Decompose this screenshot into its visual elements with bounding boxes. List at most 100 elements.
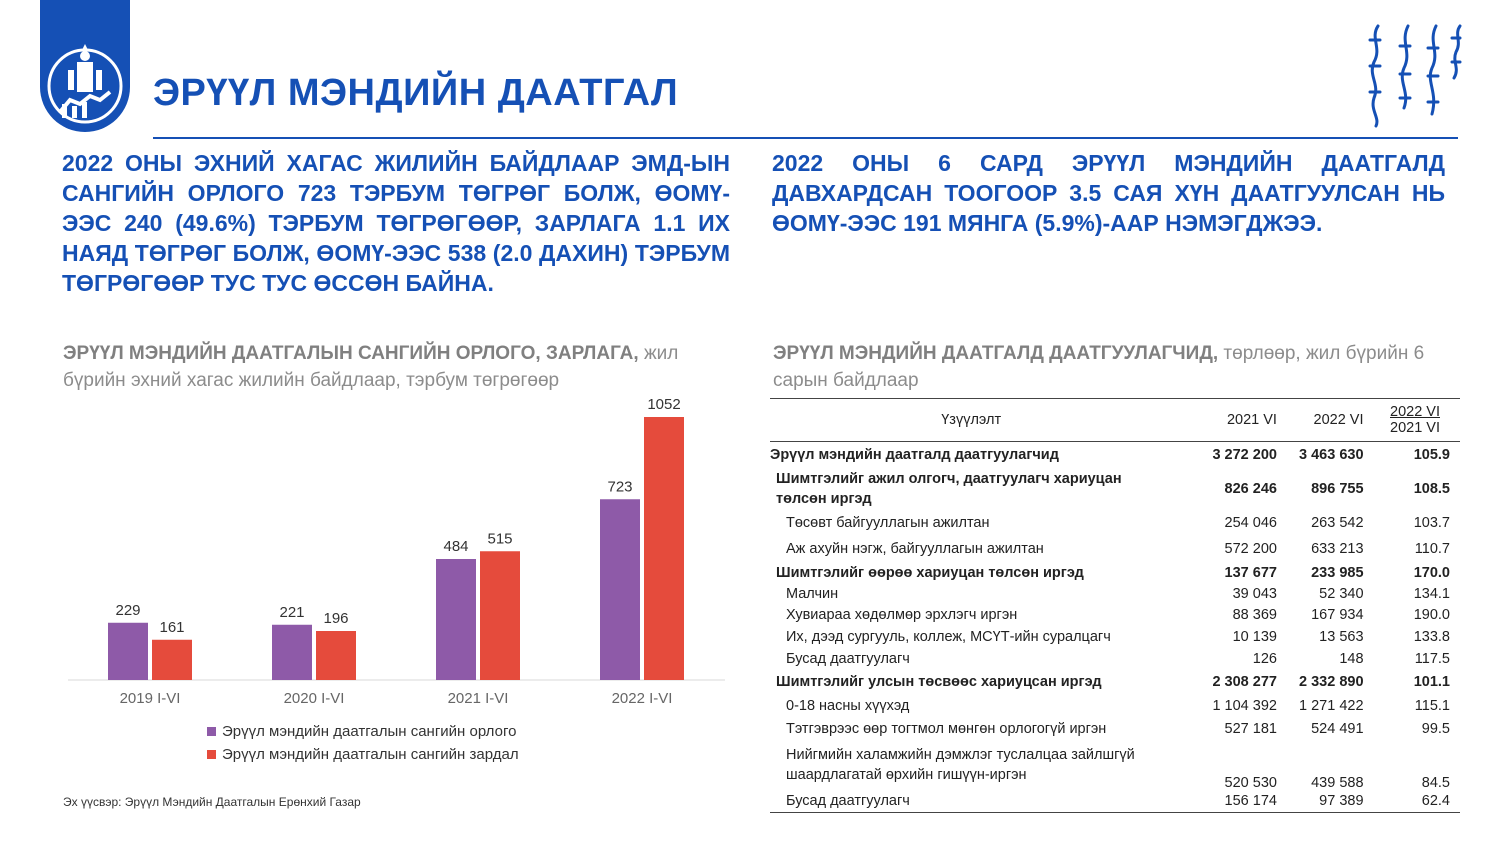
row-label: Эрүүл мэндийн даатгалд даатгуулагчид [770, 446, 1059, 463]
x-tick-label: 2021 I-VI [448, 690, 509, 707]
data-label: 515 [487, 530, 512, 547]
table-row: Эрүүл мэндийн даатгалд даатгуулагчид 3 27… [770, 442, 1460, 468]
data-label: 484 [443, 538, 468, 555]
table-row: Хувиараа хөдөлмөр эрхлэгч иргэн 88 369 167… [770, 605, 1460, 626]
x-tick-label: 2019 I-VI [120, 690, 181, 707]
table-row: Шимтгэлийг өөрөө хариуцан төлсөн иргэд 13… [770, 562, 1460, 584]
bar [272, 624, 312, 680]
headline-fund-summary: 2022 оны эхний хагас жилийн байдлаар ЭМД… [62, 150, 730, 296]
chart-title: ЭРҮҮЛ МЭНДИЙН ДААТГАЛЫН САНГИЙН ОРЛОГО, … [63, 340, 743, 394]
table-row: Нийгмийн халамжийн дэмжлэг туслалцаа зай… [770, 739, 1460, 791]
value-2022: 896 755 [1311, 480, 1364, 497]
value-ratio: 99.5 [1421, 720, 1450, 737]
data-label: 229 [115, 602, 140, 619]
row-label: Бусад даатгуулагч [786, 793, 910, 810]
row-label: Аж ахуйн нэгж, байгууллагын ажилтан [786, 540, 1044, 557]
value-ratio: 115.1 [1414, 698, 1450, 714]
column-header-ratio: 2022 VI 2021 VI [1380, 399, 1460, 442]
source-note: Эх үүсвэр: Эрүүл Мэндийн Даатгалын Ерөнх… [63, 795, 361, 809]
table-title-rest: төрлөөр, жил бүрийн 6 сарын байдлаар [773, 343, 1425, 391]
value-2021: 137 677 [1224, 564, 1277, 581]
value-2022: 13 563 [1319, 628, 1364, 645]
chart-legend: Эрүүл мэндийн даатгалын сангийн орлого Э… [207, 720, 519, 766]
bar [480, 551, 520, 680]
table-row: Малчин 39 043 52 340 134.1 [770, 584, 1460, 605]
value-2022: 3 463 630 [1299, 446, 1364, 463]
table-row: Шимтгэлийг ажил олгогч, даатгуулагч хари… [770, 468, 1460, 510]
data-label: 161 [159, 619, 184, 636]
value-ratio: 110.7 [1414, 540, 1450, 557]
legend-swatch-revenue [207, 727, 216, 736]
bar [600, 499, 640, 680]
value-ratio: 84.5 [1421, 774, 1450, 791]
ratio-header-top: 2022 VI [1390, 404, 1440, 420]
row-label: Хувиараа хөдөлмөр эрхлэгч иргэн [786, 607, 1018, 623]
value-ratio: 117.5 [1414, 650, 1450, 667]
value-2021: 3 272 200 [1212, 446, 1277, 463]
table-header-row: Үзүүлэлт 2021 VI 2022 VI 2022 VI 2021 VI [770, 398, 1460, 442]
row-label: Шимтгэлийг өөрөө хариуцан төлсөн иргэд [776, 564, 1084, 581]
value-2022: 263 542 [1311, 514, 1364, 531]
value-2022: 97 389 [1319, 793, 1364, 810]
row-label: Шимтгэлийг улсын төсвөөс хариуцсан иргэд [776, 673, 1102, 690]
data-label: 1052 [647, 396, 680, 413]
legend-label-expense: Эрүүл мэндийн даатгалын сангийн зардал [222, 746, 519, 763]
bar [316, 631, 356, 680]
emblem-logo [40, 0, 130, 132]
value-ratio: 101.1 [1413, 673, 1450, 690]
value-2022: 148 [1339, 650, 1364, 667]
value-ratio: 134.1 [1413, 586, 1450, 602]
value-2022: 633 213 [1311, 540, 1364, 557]
value-2021: 10 139 [1232, 628, 1277, 645]
row-label: Их, дээд сургууль, коллеж, МСҮТ-ийн сура… [786, 628, 1111, 645]
value-2022: 1 271 422 [1299, 698, 1364, 714]
value-2022: 52 340 [1319, 586, 1364, 602]
table-row: Бусад даатгуулагч 126 148 117.5 [770, 648, 1460, 670]
value-ratio: 133.8 [1413, 628, 1450, 645]
value-2021: 527 181 [1224, 720, 1277, 737]
value-ratio: 108.5 [1413, 480, 1450, 497]
ratio-header-bottom: 2021 VI [1390, 420, 1440, 436]
legend-swatch-expense [207, 750, 216, 759]
bar [644, 417, 684, 680]
legend-label-revenue: Эрүүл мэндийн даатгалын сангийн орлого [222, 723, 517, 740]
header-divider [153, 137, 1458, 139]
headline-insured-summary: 2022 оны 6 сард эрүүл мэндийн даатгалд д… [772, 150, 1445, 236]
data-label: 196 [323, 610, 348, 627]
row-label: Малчин [786, 586, 839, 602]
value-2021: 826 246 [1224, 480, 1277, 497]
column-header-2022: 2022 VI [1313, 412, 1364, 428]
value-2021: 39 043 [1232, 586, 1277, 602]
bar-chart: 229 161 2019 I-VI 221 196 2020 I-VI 484 515 2021… [68, 396, 725, 707]
table-row: Төсөвт байгууллагын ажилтан 254 046 263 54… [770, 510, 1460, 536]
insured-table: Үзүүлэлт 2021 VI 2022 VI 2022 VI 2021 VI… [770, 398, 1460, 813]
column-header-indicator: Үзүүлэлт [941, 412, 1002, 428]
legend-item-revenue: Эрүүл мэндийн даатгалын сангийн орлого [207, 720, 519, 743]
table-row: Аж ахуйн нэгж, байгууллагын ажилтан 572 2… [770, 536, 1460, 562]
value-2021: 2 308 277 [1212, 673, 1277, 690]
table-row: 0-18 насны хүүхэд 1 104 392 1 271 422 115.1 [770, 694, 1460, 719]
value-2021: 254 046 [1224, 514, 1277, 531]
value-2022: 233 985 [1311, 564, 1364, 581]
value-2021: 156 174 [1224, 793, 1277, 810]
value-2021: 88 369 [1232, 607, 1277, 623]
value-ratio: 105.9 [1413, 446, 1450, 463]
value-2022: 439 588 [1311, 774, 1364, 791]
value-ratio: 103.7 [1413, 514, 1450, 531]
row-label: Төсөвт байгууллагын ажилтан [786, 514, 990, 531]
value-2022: 524 491 [1311, 720, 1364, 737]
value-2021: 520 530 [1224, 774, 1277, 791]
value-ratio: 62.4 [1421, 793, 1450, 810]
legend-item-expense: Эрүүл мэндийн даатгалын сангийн зардал [207, 743, 519, 766]
value-2022: 167 934 [1311, 607, 1364, 623]
row-label: 0-18 насны хүүхэд [786, 698, 910, 714]
table-title-bold: ЭРҮҮЛ МЭНДИЙН ДААТГАЛД ДААТГУУЛАГЧИД, [773, 343, 1219, 364]
data-label: 221 [279, 604, 304, 621]
chart-title-bold: ЭРҮҮЛ МЭНДИЙН ДААТГАЛЫН САНГИЙН ОРЛОГО, … [63, 343, 639, 364]
value-2022: 2 332 890 [1299, 673, 1364, 690]
bar [108, 622, 148, 680]
row-label: Нийгмийн халамжийн дэмжлэг туслалцаа зай… [786, 746, 1135, 783]
chart-title-rest: жил бүрийн эхний хагас жилийн байдлаар, … [63, 343, 679, 391]
table-row: Их, дээд сургууль, коллеж, МСҮТ-ийн сура… [770, 626, 1460, 648]
data-label: 723 [607, 478, 632, 495]
